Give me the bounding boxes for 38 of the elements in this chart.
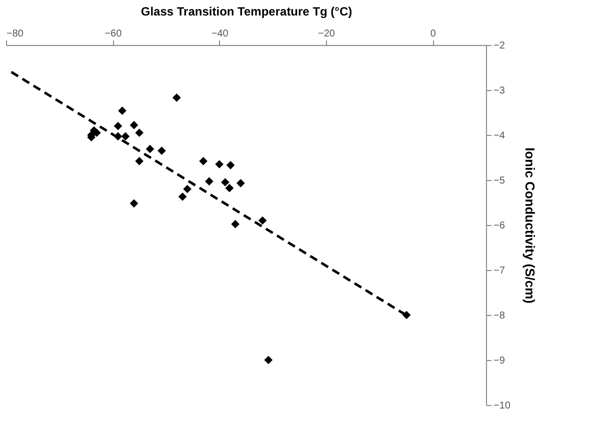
point <box>258 216 267 225</box>
point <box>225 184 234 192</box>
x-tick-label: −40 <box>211 28 229 40</box>
point <box>264 356 273 364</box>
y-tick-label: −5 <box>494 176 506 186</box>
y-tick-label: −9 <box>494 356 506 366</box>
point <box>114 122 122 130</box>
point <box>215 160 224 168</box>
x-tick-label: −60 <box>104 28 122 40</box>
y-tick-label: −8 <box>494 310 506 322</box>
x-tick-label: 0 <box>430 28 436 40</box>
y-tick-label: −3 <box>494 86 506 96</box>
x-tick-label: −20 <box>318 28 336 40</box>
point <box>121 132 130 141</box>
point <box>178 192 187 201</box>
y-tick-label: −4 <box>494 130 506 142</box>
point <box>226 160 235 170</box>
point <box>221 178 230 186</box>
point <box>199 156 208 166</box>
point <box>172 93 181 102</box>
point <box>130 120 138 130</box>
point <box>146 144 154 154</box>
point <box>135 156 144 166</box>
point <box>183 184 192 194</box>
y-axis-title: Ionic Conductivity (S/cm) <box>522 147 538 304</box>
y-tick-label: −2 <box>494 40 506 52</box>
point <box>130 199 138 208</box>
point <box>118 106 126 115</box>
x-tick-label: −80 <box>6 28 24 40</box>
point <box>135 128 144 137</box>
y-tick-label: −6 <box>494 220 506 232</box>
x-axis-title: Glass Transition Temperature Tg (°C) <box>140 4 352 18</box>
y-tick-label: −7 <box>494 266 506 276</box>
point <box>158 146 166 155</box>
y-tick-label: −10 <box>494 400 511 412</box>
point <box>231 220 240 228</box>
point <box>236 178 245 188</box>
point <box>205 177 214 186</box>
